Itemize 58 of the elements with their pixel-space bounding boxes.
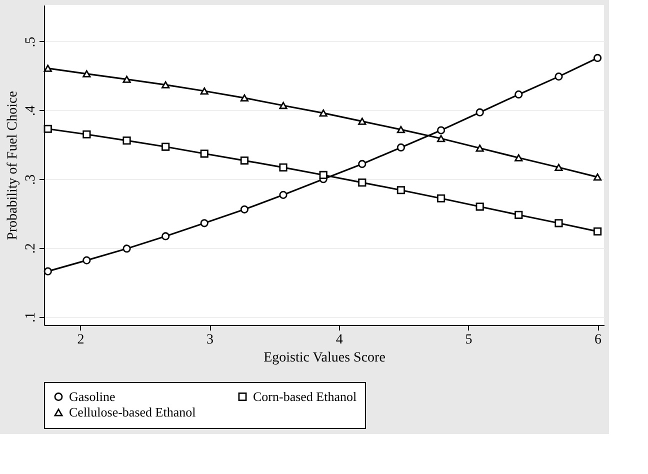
point	[279, 102, 288, 110]
point	[476, 108, 484, 116]
point	[44, 267, 52, 276]
point	[396, 186, 406, 194]
point	[554, 164, 563, 172]
legend-label: Corn-based Ethanol	[253, 388, 357, 404]
point	[200, 150, 208, 158]
legend-label: Gasoline	[69, 388, 116, 404]
point	[122, 76, 131, 83]
point	[396, 143, 406, 152]
x-axis-title: Egoistic Values Score	[264, 350, 386, 366]
point	[319, 109, 328, 117]
y-tick-label: .2	[24, 243, 38, 254]
x-tick-label: 3	[206, 332, 214, 348]
y-tick-label: .1	[24, 312, 38, 322]
point	[593, 54, 602, 62]
x-tick-label: 4	[336, 332, 343, 348]
point	[279, 163, 288, 172]
point	[82, 70, 91, 78]
x-tick-label: 2	[77, 332, 84, 348]
point	[554, 219, 563, 228]
point	[240, 156, 249, 165]
point	[358, 118, 366, 125]
x-tick-label: 5	[465, 332, 472, 348]
y-axis-title: Probability of Fuel Choice	[6, 91, 20, 240]
point	[358, 160, 366, 168]
point	[593, 173, 602, 181]
point	[279, 190, 288, 199]
y-tick-label: .4	[24, 106, 38, 116]
point	[476, 144, 484, 152]
point	[396, 126, 406, 134]
point	[514, 154, 523, 162]
point	[436, 126, 446, 134]
point	[514, 210, 523, 219]
legend-label: Cellulose-based Ethanol	[69, 404, 196, 420]
point	[436, 194, 446, 202]
point	[122, 244, 131, 253]
point	[44, 124, 52, 133]
point	[200, 219, 208, 228]
point	[554, 72, 563, 81]
point	[514, 90, 523, 99]
point	[82, 256, 91, 264]
point	[162, 232, 170, 240]
point	[162, 81, 170, 88]
y-tick-label: .3	[24, 174, 38, 185]
point	[476, 202, 484, 211]
point	[122, 136, 131, 145]
y-tick-label: .5	[24, 36, 38, 48]
x-tick-label: 6	[594, 332, 602, 348]
point	[162, 142, 170, 151]
point	[240, 205, 249, 214]
point	[436, 134, 446, 142]
point	[358, 178, 366, 187]
point	[200, 87, 208, 95]
point	[240, 94, 249, 102]
point	[593, 227, 602, 236]
point	[82, 130, 91, 138]
point	[319, 170, 328, 180]
